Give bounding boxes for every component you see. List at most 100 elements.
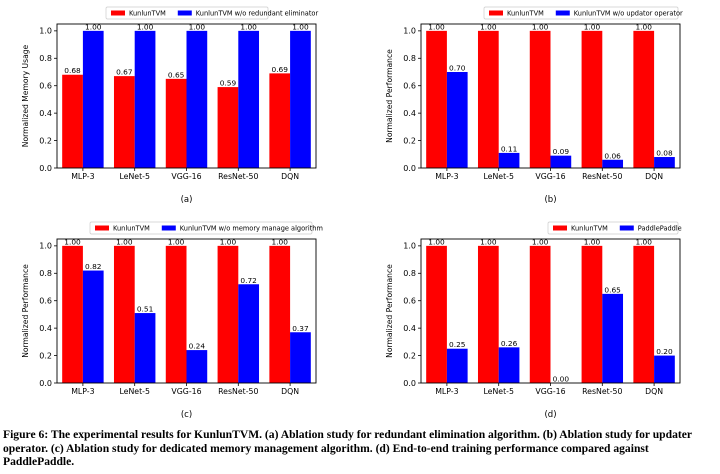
plot-frame <box>420 238 681 384</box>
bar-series2 <box>186 350 208 383</box>
legend-entry: KunlunTVM <box>113 225 150 233</box>
bar-series2 <box>134 30 156 168</box>
legend: KunlunTVM KunlunTVM w/o redundant elimina… <box>105 6 319 20</box>
y-tick-label: 0.2 <box>403 351 416 360</box>
bar-series1 <box>426 30 447 168</box>
bar-series2 <box>654 157 675 168</box>
legend-swatch <box>489 10 503 16</box>
y-tick-label: 1.0 <box>403 27 416 36</box>
bar-value-label: 0.00 <box>553 375 570 384</box>
bar-series2 <box>186 30 208 168</box>
bar-series1 <box>113 245 135 383</box>
x-tick-label: ResNet-50 <box>582 172 622 181</box>
bar-value-label: 1.00 <box>480 237 497 246</box>
y-tick-label: 0.8 <box>403 54 416 63</box>
bar-series1 <box>426 245 447 383</box>
bar-series2 <box>446 72 468 168</box>
y-tick-label: 0.4 <box>39 324 52 333</box>
x-tick-label: LeNet-5 <box>483 387 514 396</box>
chart-panel-d: 0.0 0.2 0.4 0.6 0.8 1.0 Normalized Performance… <box>385 221 682 420</box>
plot-frame <box>56 23 317 169</box>
panel-label: (a) <box>181 195 193 205</box>
bar-value-label: 1.00 <box>116 237 133 246</box>
bar-series2 <box>290 332 311 383</box>
x-tick-label: LeNet-5 <box>119 172 150 181</box>
x-tick-label: VGG-16 <box>171 172 201 181</box>
bar-series2 <box>602 159 624 168</box>
bar-value-label: 0.67 <box>116 68 133 77</box>
y-axis-label: Normalized Performance <box>385 49 394 143</box>
x-tick-label: VGG-16 <box>535 387 565 396</box>
bar-series1 <box>62 74 83 168</box>
y-tick-label: 0.8 <box>39 269 52 278</box>
bar-series1 <box>269 245 291 383</box>
y-tick-label: 0.8 <box>39 54 52 63</box>
bar-value-label: 1.00 <box>636 22 653 31</box>
bar-value-label: 1.00 <box>189 22 206 31</box>
legend-entry: KunlunTVM <box>129 10 166 18</box>
legend-swatch <box>619 225 634 231</box>
bar-series2 <box>498 347 520 383</box>
bar-value-label: 0.11 <box>501 144 518 153</box>
bar-series1 <box>165 78 187 168</box>
bar-value-label: 0.69 <box>272 65 289 74</box>
bar-series1 <box>477 245 499 383</box>
x-tick-label: ResNet-50 <box>218 387 258 396</box>
bar-value-label: 1.00 <box>220 237 237 246</box>
bar-value-label: 1.00 <box>584 22 601 31</box>
y-tick-label: 0.0 <box>403 164 416 173</box>
y-tick-label: 0.4 <box>39 109 52 118</box>
bar-value-label: 0.72 <box>240 276 256 285</box>
legend: KunlunTVM KunlunTVM w/o memory manage alg… <box>89 221 323 235</box>
bar-series2 <box>82 270 104 383</box>
legend-entry: KunlunTVM w/o redundant eliminator <box>196 10 319 18</box>
bar-series1 <box>633 30 655 168</box>
bar-value-label: 0.59 <box>220 79 237 88</box>
bar-value-label: 0.82 <box>85 262 101 271</box>
bar-value-label: 1.00 <box>480 22 497 31</box>
chart-panel-c: 0.0 0.2 0.4 0.6 0.8 1.0 Normalized Performance… <box>21 221 323 420</box>
y-tick-label: 0.0 <box>39 164 52 173</box>
y-tick-label: 0.4 <box>403 109 416 118</box>
bar-value-label: 0.20 <box>656 347 673 356</box>
y-tick-label: 1.0 <box>39 242 52 251</box>
bar-value-label: 1.00 <box>137 22 154 31</box>
bar-value-label: 1.00 <box>292 22 309 31</box>
y-tick-label: 0.6 <box>39 297 52 306</box>
bar-series1 <box>217 245 239 383</box>
bar-series2 <box>654 355 675 383</box>
chart-panel-a: 0.0 0.2 0.4 0.6 0.8 1.0 Normalized Memory Usag… <box>21 6 319 205</box>
y-axis-label: Normalized Performance <box>21 264 30 358</box>
bar-value-label: 0.25 <box>449 340 466 349</box>
bar-series2 <box>446 348 468 383</box>
y-tick-label: 0.4 <box>403 324 416 333</box>
bar-value-label: 1.00 <box>428 22 445 31</box>
bar-series2 <box>498 152 520 168</box>
x-tick-label: LeNet-5 <box>119 387 150 396</box>
bar-series1 <box>581 245 603 383</box>
x-tick-label: ResNet-50 <box>582 387 622 396</box>
bar-value-label: 0.08 <box>656 149 673 158</box>
legend: KunlunTVM KunlunTVM w/o updator operator <box>483 6 683 20</box>
legend-entry: KunlunTVM <box>571 225 608 233</box>
bar-value-label: 0.70 <box>449 64 466 73</box>
bar-value-label: 1.00 <box>64 237 81 246</box>
y-tick-label: 0.2 <box>39 351 52 360</box>
y-tick-label: 0.2 <box>403 136 416 145</box>
y-tick-label: 0.2 <box>39 136 52 145</box>
legend-entry: KunlunTVM w/o memory manage algorithm <box>180 225 323 233</box>
x-tick-label: MLP-3 <box>71 172 94 181</box>
y-tick-label: 0.6 <box>403 297 416 306</box>
bar-series1 <box>633 245 655 383</box>
bar-series1 <box>269 73 291 168</box>
x-tick-label: DQN <box>645 172 663 181</box>
legend-swatch <box>553 225 567 231</box>
y-tick-label: 0.6 <box>39 82 52 91</box>
bar-series2 <box>134 313 156 383</box>
bar-value-label: 1.00 <box>428 237 445 246</box>
x-tick-label: MLP-3 <box>435 172 458 181</box>
panel-label: (d) <box>544 410 556 420</box>
panel-label: (c) <box>181 410 192 420</box>
x-tick-label: DQN <box>281 387 299 396</box>
bar-value-label: 1.00 <box>532 237 549 246</box>
